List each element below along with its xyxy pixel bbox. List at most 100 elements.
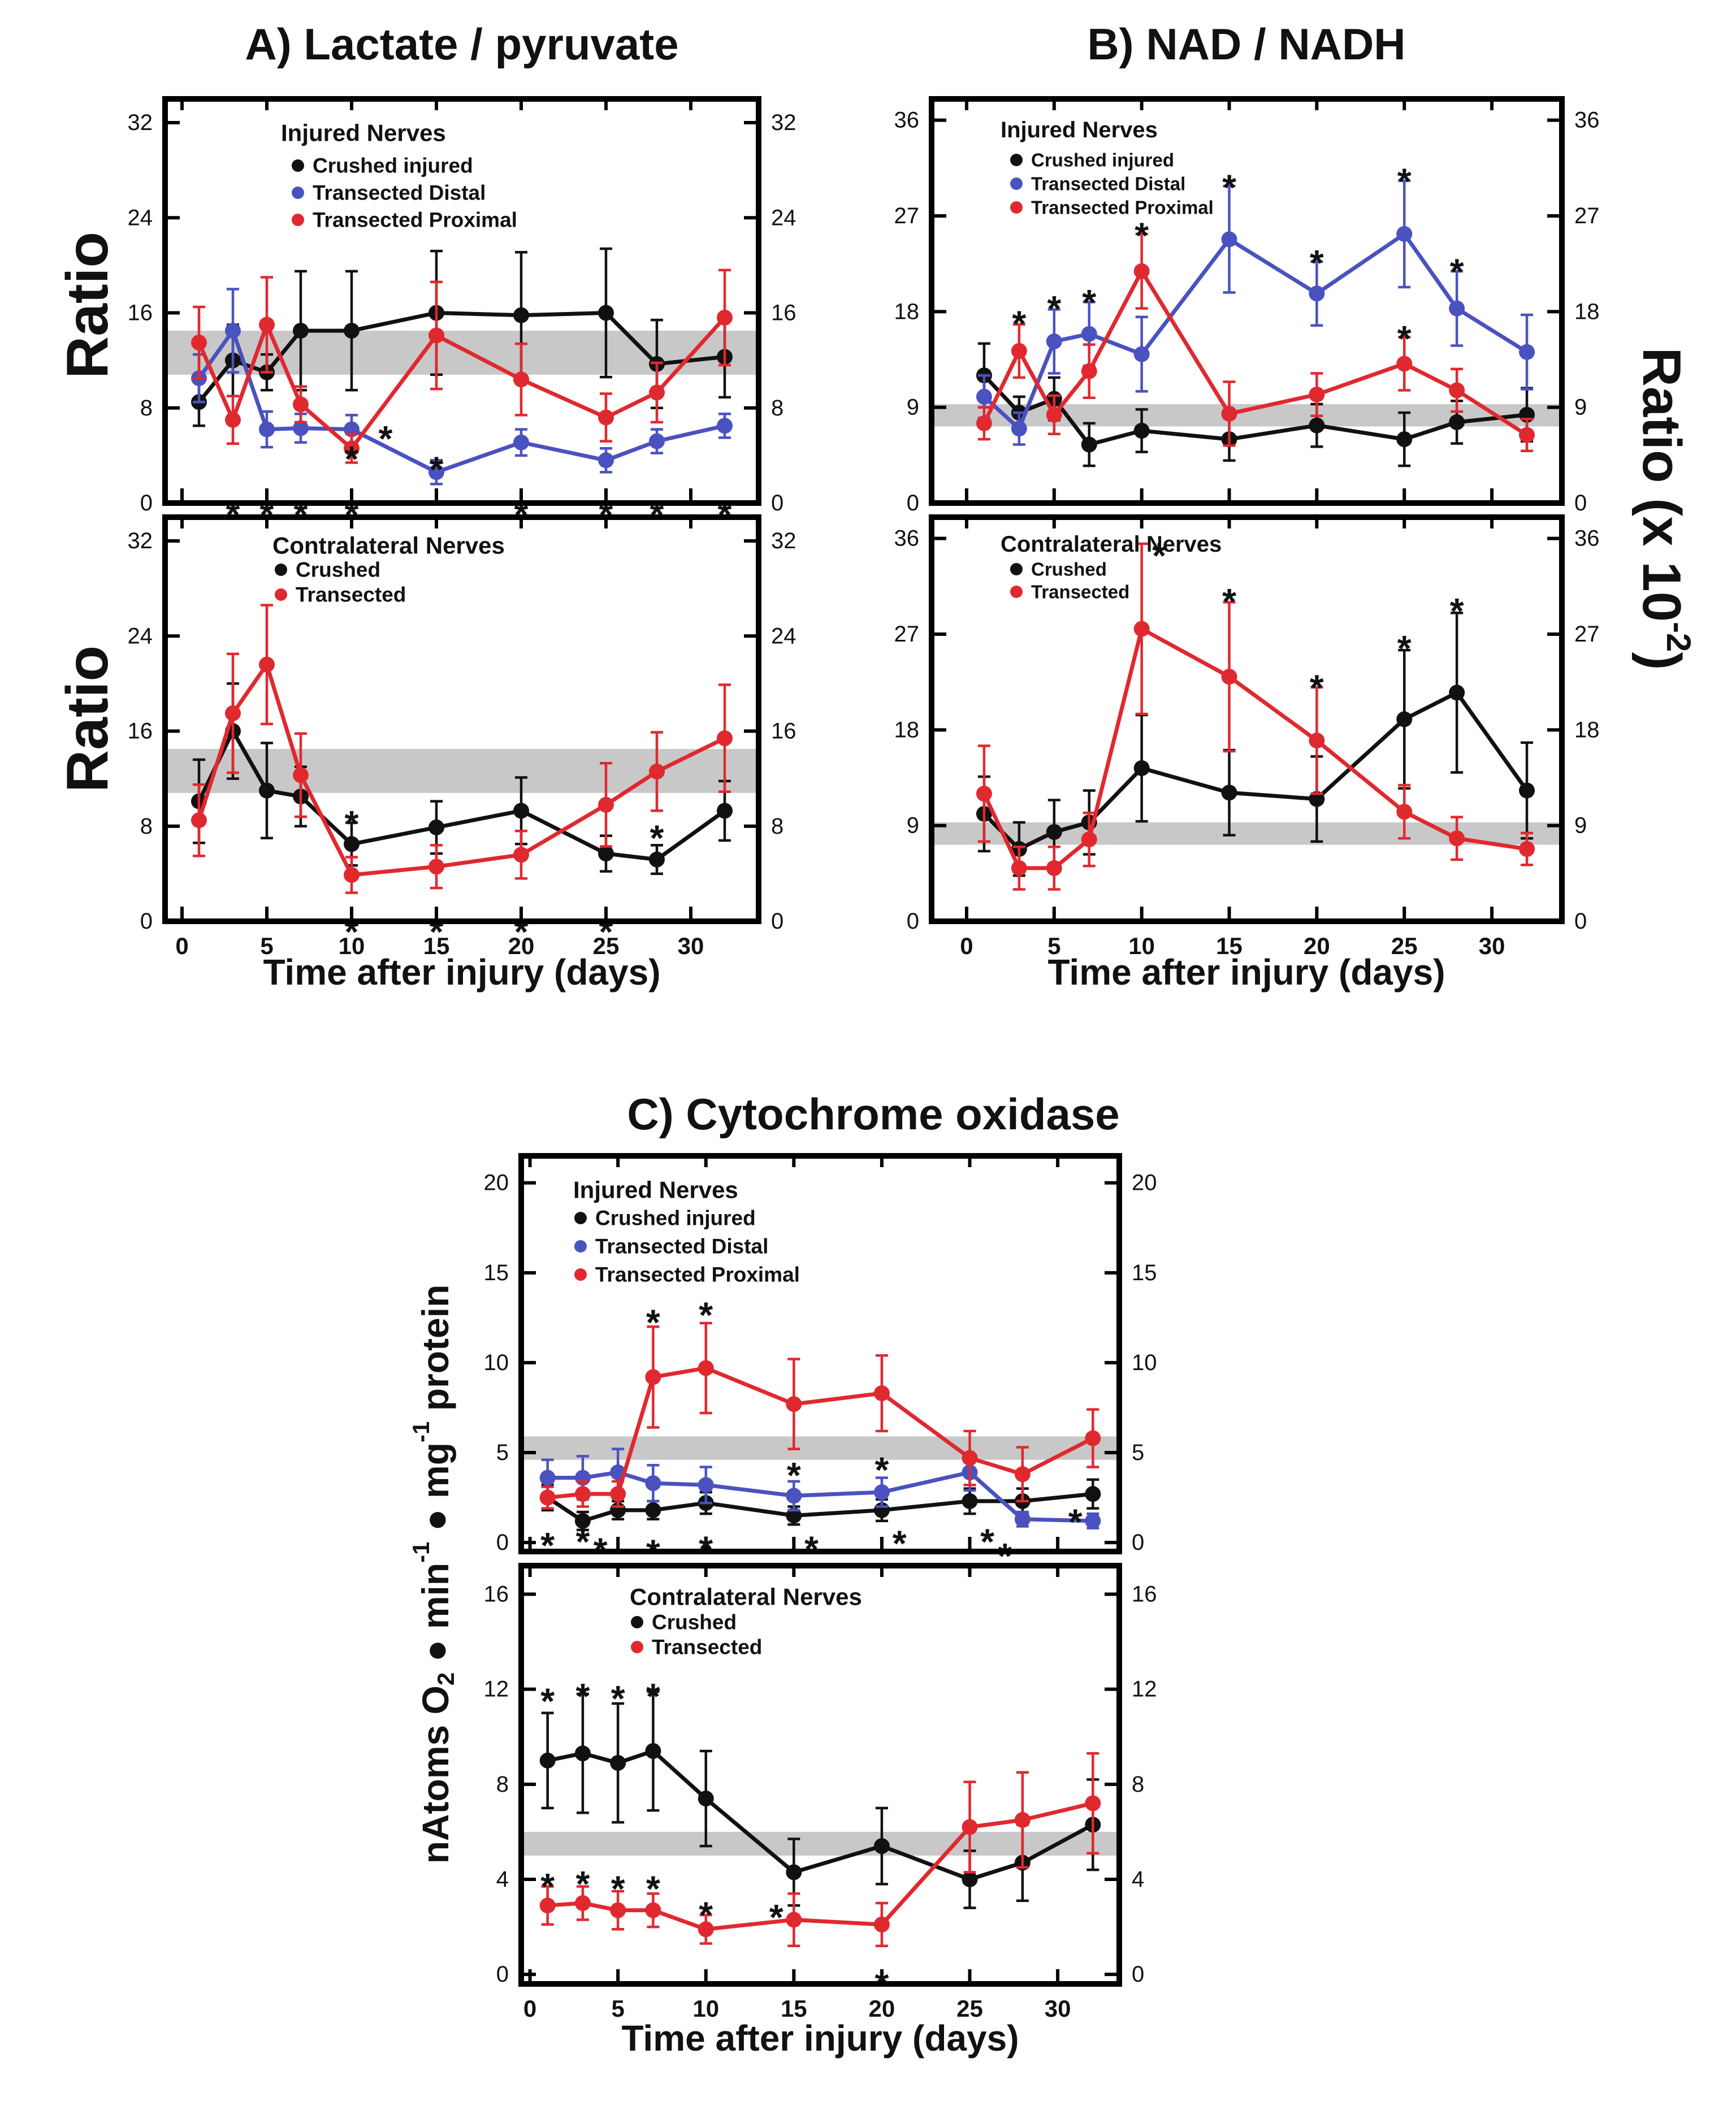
y-tick-label-left: 0 — [140, 491, 153, 515]
y-tick-label-right: 18 — [1574, 717, 1600, 742]
x-tick-label: 25 — [956, 1995, 983, 2022]
legend-label: Transected — [296, 583, 406, 606]
legend-group-label: Injured Nerves — [573, 1177, 738, 1203]
significance-asterisk: * — [998, 1536, 1012, 1576]
significance-asterisk: * — [430, 912, 444, 952]
y-tick-label-right: 36 — [1574, 526, 1600, 551]
significance-asterisk: * — [980, 1522, 994, 1562]
y-tick-label-right: 0 — [1132, 1530, 1144, 1555]
data-point — [1519, 344, 1535, 360]
significance-asterisk: * — [575, 1676, 590, 1717]
legend-label: Crushed injured — [1031, 150, 1174, 171]
legend-label: Crushed injured — [595, 1207, 756, 1230]
y-tick-label-left: 27 — [894, 622, 920, 647]
data-point — [598, 846, 614, 862]
x-tick-label: 10 — [692, 1995, 719, 2022]
panel-b-ylabel-sup: -2 — [1660, 622, 1698, 652]
data-point — [873, 1385, 890, 1401]
data-point — [1449, 684, 1465, 701]
series-line — [982, 269, 1528, 437]
data-point — [1221, 785, 1237, 801]
series-transected — [976, 542, 1535, 891]
significance-asterisk: * — [699, 1295, 713, 1336]
data-point — [1046, 860, 1062, 876]
significance-asterisk: * — [1450, 591, 1464, 631]
data-point — [786, 1396, 802, 1412]
data-point — [1085, 1513, 1101, 1529]
y-tick-label-right: 12 — [1132, 1677, 1157, 1702]
data-point — [1014, 1466, 1031, 1483]
x-tick-label: 5 — [611, 1995, 624, 2022]
y-tick-label-left: 18 — [894, 717, 920, 742]
data-point — [344, 836, 360, 852]
panel-c-xlabel: Time after injury (days) — [621, 2018, 1019, 2059]
data-point — [1309, 387, 1325, 403]
series-crushed-injured — [539, 1478, 1101, 1532]
plot-frame — [518, 1153, 1122, 1554]
data-point — [649, 851, 665, 868]
significance-asterisk: * — [769, 1897, 783, 1938]
data-point — [1221, 669, 1237, 685]
significance-asterisk: * — [1310, 668, 1324, 708]
data-point — [344, 440, 360, 457]
significance-asterisk: * — [787, 1455, 801, 1496]
legend-label: Transected Proximal — [313, 209, 517, 232]
data-point — [1133, 621, 1150, 637]
significance-asterisk: * — [575, 1522, 590, 1562]
significance-asterisk: * — [1135, 215, 1149, 255]
data-point — [717, 803, 733, 819]
x-tick-label: 25 — [1391, 933, 1418, 959]
data-point — [574, 1513, 591, 1529]
significance-asterisk: * — [611, 1868, 625, 1909]
series-line — [197, 328, 725, 474]
legend-marker — [275, 564, 287, 576]
series-transected-distal — [191, 288, 733, 486]
data-point — [598, 796, 614, 813]
data-point — [428, 327, 444, 344]
significance-asterisk: * — [1397, 628, 1412, 669]
panel-c-ylabel-part: -1 — [408, 1541, 434, 1562]
data-point — [645, 1475, 661, 1492]
series-crushed — [976, 612, 1535, 877]
data-point — [513, 847, 529, 863]
y-tick-label-right: 4 — [1132, 1867, 1144, 1892]
x-tick-label: 15 — [781, 1995, 807, 2022]
legend-marker — [1010, 201, 1023, 214]
data-point — [1396, 226, 1413, 242]
plot-frame — [929, 514, 1565, 924]
data-point — [1133, 423, 1150, 439]
data-point — [962, 1871, 978, 1887]
series-transected-distal — [539, 1448, 1101, 1529]
panel-a-xlabel: Time after injury (days) — [263, 952, 660, 993]
data-point — [1046, 824, 1062, 840]
data-point — [962, 1493, 978, 1509]
data-point — [293, 420, 309, 436]
significance-asterisk: * — [345, 912, 359, 952]
y-tick-label-left: 9 — [907, 395, 919, 420]
data-point — [1081, 326, 1097, 342]
y-tick-label-right: 15 — [1132, 1260, 1157, 1285]
data-point — [645, 1369, 661, 1385]
data-point — [1014, 1511, 1031, 1527]
panel-b-title: B) NAD / NADH — [1087, 19, 1405, 69]
significance-asterisk: * — [599, 912, 613, 952]
y-tick-label-left: 16 — [128, 301, 153, 326]
panel-c-title: C) Cytochrome oxidase — [627, 1089, 1119, 1139]
data-point — [259, 656, 275, 673]
x-tick-label: 30 — [678, 933, 704, 959]
data-point — [293, 767, 309, 783]
data-point — [259, 317, 275, 333]
data-point — [1309, 285, 1325, 302]
data-point — [191, 812, 207, 829]
data-point — [225, 411, 241, 428]
data-point — [428, 464, 444, 480]
data-point — [259, 421, 275, 437]
series-line — [197, 729, 726, 862]
series-line — [982, 374, 1527, 447]
data-point — [649, 433, 665, 449]
y-tick-label-left: 8 — [496, 1772, 509, 1797]
data-point — [873, 1838, 890, 1854]
